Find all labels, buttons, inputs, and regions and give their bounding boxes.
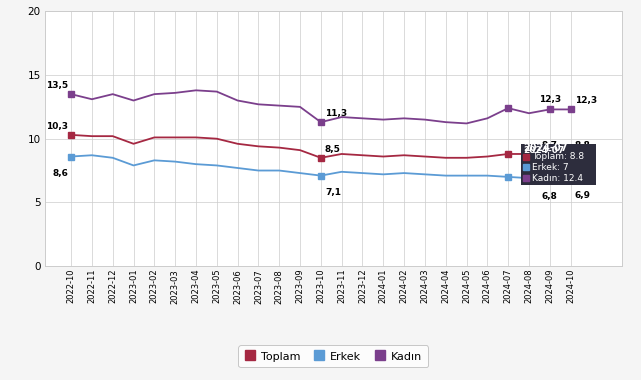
Text: 11,3: 11,3 [325,109,347,118]
FancyBboxPatch shape [520,144,595,185]
Legend: Toplam, Erkek, Kadın: Toplam, Erkek, Kadın [238,345,428,367]
Text: 6,9: 6,9 [575,191,591,200]
Text: 8,7: 8,7 [542,141,558,150]
Text: Kadın: 12.4: Kadın: 12.4 [532,174,583,183]
Text: 2024-07: 2024-07 [524,142,569,152]
Text: Toplam: 8.8: Toplam: 8.8 [532,152,584,161]
Text: 7,1: 7,1 [325,188,341,197]
Text: Erkek: 7: Erkek: 7 [532,163,569,172]
Text: 13,5: 13,5 [46,81,69,90]
Text: 2024-07: 2024-07 [524,146,565,155]
Text: 10,3: 10,3 [46,122,69,131]
Text: 12,3: 12,3 [575,96,597,105]
Text: 6,8: 6,8 [542,192,558,201]
Text: 8,8: 8,8 [575,141,590,150]
Text: 8,6: 8,6 [53,169,69,178]
Text: 12,3: 12,3 [538,95,561,104]
Text: 8,5: 8,5 [325,145,341,154]
